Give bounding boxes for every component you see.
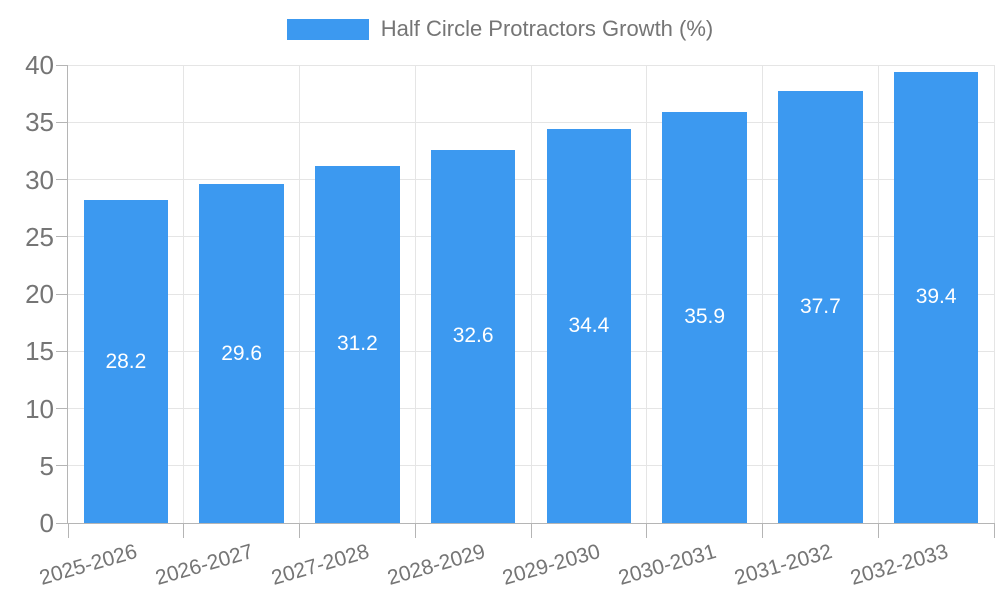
legend: Half Circle Protractors Growth (%) (0, 16, 1000, 42)
bar[interactable] (893, 71, 979, 523)
y-tick (56, 64, 68, 66)
x-tick (414, 523, 416, 538)
bar-value-label: 29.6 (221, 341, 263, 365)
bar[interactable] (662, 111, 747, 523)
x-tick (877, 523, 879, 538)
y-tick (56, 236, 68, 238)
y-tick-label: 25 (25, 221, 54, 252)
y-tick (56, 179, 68, 180)
bar-value-label: 39.4 (915, 285, 957, 309)
y-tick-label: 40 (25, 50, 54, 80)
y-tick-label: 20 (25, 279, 54, 309)
x-tick-label: 2030-2031 (616, 540, 719, 590)
bar-value-label: 37.7 (799, 295, 841, 319)
y-tick-label: 30 (25, 164, 54, 195)
y-tick (56, 350, 68, 352)
x-axis-line (67, 523, 994, 524)
y-tick (56, 408, 68, 409)
x-gridline (183, 65, 185, 523)
y-tick-label: 10 (25, 393, 54, 424)
x-tick (67, 523, 69, 538)
bar-value-label: 32.6 (452, 324, 494, 348)
x-gridline (530, 65, 532, 523)
y-tick-label: 15 (25, 336, 54, 367)
bar-value-label: 31.2 (336, 332, 378, 356)
x-tick (183, 523, 185, 538)
x-gridline (414, 65, 416, 523)
x-gridline (299, 65, 300, 523)
x-tick-label: 2031-2032 (731, 540, 835, 590)
y-tick-label: 5 (39, 450, 54, 481)
legend-swatch-icon (286, 18, 369, 40)
bar[interactable] (546, 129, 632, 523)
bar-value-label: 35.9 (684, 305, 726, 329)
bar[interactable] (199, 184, 284, 523)
x-gridline (877, 65, 879, 523)
x-tick-label: 2025-2026 (37, 540, 141, 590)
y-tick (56, 121, 68, 123)
y-tick-label: 35 (25, 107, 54, 138)
bar-value-label: 34.4 (568, 314, 610, 338)
bar[interactable] (83, 200, 169, 523)
bar[interactable] (778, 91, 863, 523)
y-tick (56, 293, 68, 295)
y-tick (56, 522, 68, 524)
x-tick-label: 2032-2033 (847, 540, 951, 590)
x-tick (530, 523, 532, 538)
legend-item[interactable]: Half Circle Protractors Growth (%) (286, 16, 714, 42)
y-axis-line (67, 65, 68, 523)
x-gridline (993, 65, 995, 523)
x-tick (646, 523, 648, 538)
x-tick-label: 2027-2028 (268, 540, 372, 590)
x-tick-label: 2029-2030 (500, 540, 604, 590)
bar[interactable] (315, 165, 400, 523)
x-tick (762, 523, 763, 538)
x-gridline (762, 65, 763, 523)
y-tick-label: 0 (39, 508, 54, 538)
bar-value-label: 28.2 (105, 349, 147, 373)
legend-label: Half Circle Protractors Growth (%) (380, 16, 714, 41)
bar[interactable] (430, 149, 516, 523)
x-tick-label: 2026-2027 (153, 540, 256, 590)
x-tick (299, 523, 300, 538)
x-tick-label: 2028-2029 (384, 540, 488, 590)
x-tick (993, 523, 995, 538)
x-gridline (646, 65, 648, 523)
y-tick (56, 465, 68, 467)
